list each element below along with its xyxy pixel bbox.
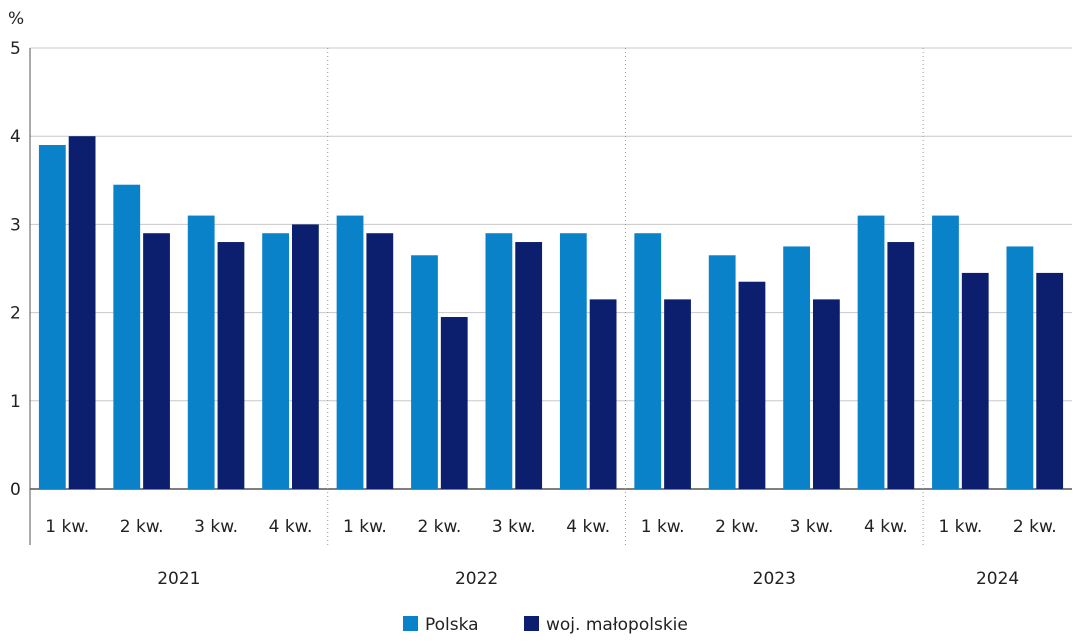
y-axis-unit: % [8,9,24,29]
bar-malopolskie [440,317,468,489]
bar-polska [708,255,736,489]
x-tick-label: 2 kw. [417,517,461,537]
x-tick-label: 1 kw. [641,517,685,537]
legend-label-malopolskie: woj. małopolskie [546,615,688,635]
x-tick-label: 3 kw. [194,517,238,537]
bar-malopolskie [887,242,915,489]
bar-polska [113,184,141,489]
x-tick-label: 1 kw. [343,517,387,537]
bar-malopolskie [68,136,96,489]
x-tick-label: 3 kw. [492,517,536,537]
x-tick-label: 4 kw. [864,517,908,537]
x-tick-label: 4 kw. [566,517,610,537]
gridlines [29,47,1072,545]
bar-polska [38,145,66,489]
bar-polska [336,215,364,489]
y-tick-label: 2 [10,304,21,324]
x-tick-label: 2 kw. [120,517,164,537]
x-tick-label: 3 kw. [790,517,834,537]
bar-malopolskie [961,272,989,489]
x-tick-label: 2 kw. [1013,517,1057,537]
bar-malopolskie [1036,272,1064,489]
y-tick-label: 5 [10,39,21,59]
bar-malopolskie [812,299,840,489]
bar-polska [932,215,959,489]
y-tick-label: 4 [10,127,21,147]
bar-polska [634,233,662,489]
bar-malopolskie [217,242,245,489]
year-separators [327,48,924,545]
bar-malopolskie [143,233,170,489]
bar-malopolskie [515,242,543,489]
x-tick-label: 1 kw. [45,517,89,537]
bar-malopolskie [291,224,319,489]
bar-polska [485,233,513,489]
bar-polska [559,233,587,489]
x-tick-label: 4 kw. [269,517,313,537]
x-axis-labels: 1 kw. 2 kw. 3 kw. 4 kw. 2021 1 kw. 2 kw. 3 kw. 4… [45,517,1056,589]
y-tick-label: 1 [10,392,21,412]
year-label: 2024 [976,569,1019,589]
bar-polska [262,233,290,489]
bar-polska [1006,246,1034,489]
x-tick-label: 2 kw. [715,517,759,537]
legend: Polska woj. małopolskie [403,615,688,635]
legend-label-polska: Polska [425,615,479,635]
bar-polska [783,246,811,489]
y-axis-ticks: 0 1 2 3 4 5 [10,39,21,500]
y-tick-label: 3 [10,215,21,235]
year-label: 2021 [157,569,200,589]
x-tick-label: 1 kw. [938,517,982,537]
bar-malopolskie [589,299,617,489]
bars [38,136,1064,489]
bar-polska [187,215,215,489]
bar-malopolskie [366,233,394,489]
bar-malopolskie [664,299,691,489]
year-label: 2022 [455,569,498,589]
bar-malopolskie [738,281,766,489]
legend-swatch-malopolskie [524,616,539,631]
year-label: 2023 [753,569,796,589]
bar-polska [857,215,885,489]
y-tick-label: 0 [10,480,21,500]
legend-swatch-polska [403,616,418,631]
bar-polska [411,255,438,489]
